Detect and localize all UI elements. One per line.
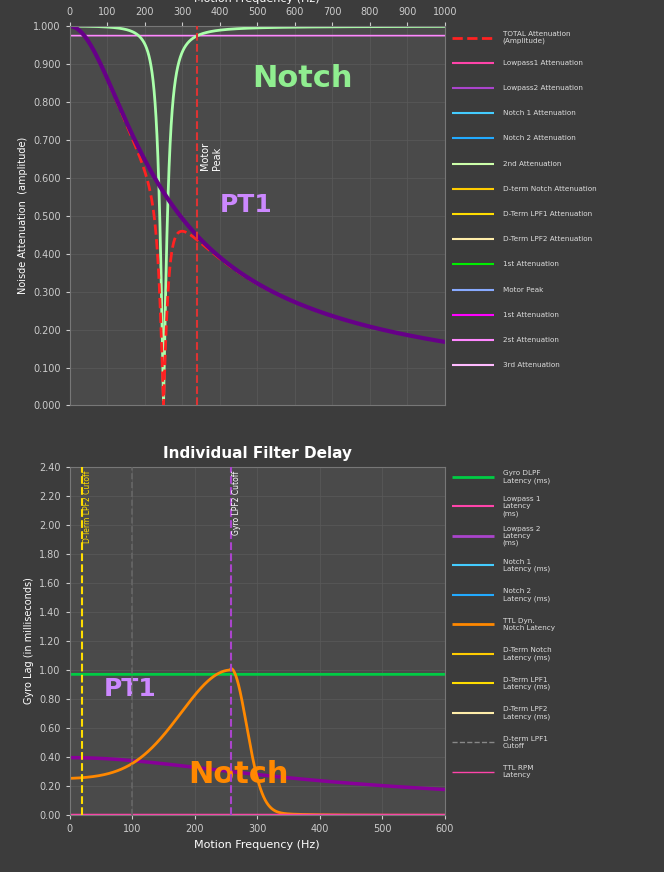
Text: PT1: PT1 xyxy=(104,678,157,701)
Text: Lowpass 1
Latency
(ms): Lowpass 1 Latency (ms) xyxy=(503,496,540,517)
Text: Lowpass 2
Latency
(ms): Lowpass 2 Latency (ms) xyxy=(503,526,540,546)
Title: Individual Filter Delay: Individual Filter Delay xyxy=(163,446,352,461)
Text: Notch 2 Attenuation: Notch 2 Attenuation xyxy=(503,135,575,141)
Text: Notch 1
Latency (ms): Notch 1 Latency (ms) xyxy=(503,559,550,572)
Text: Notch: Notch xyxy=(252,65,353,93)
Text: D-Term LPF1 Attenuation: D-Term LPF1 Attenuation xyxy=(503,211,592,217)
Text: 3rd Attenuation: 3rd Attenuation xyxy=(503,362,559,368)
Text: 2nd Attenuation: 2nd Attenuation xyxy=(503,160,561,167)
Text: Notch 1 Attenuation: Notch 1 Attenuation xyxy=(503,110,575,116)
Y-axis label: Noisde Attenuation  (amplitude): Noisde Attenuation (amplitude) xyxy=(17,137,27,295)
Text: TTL RPM
Latency: TTL RPM Latency xyxy=(503,766,533,779)
Text: D-Term Notch
Latency (ms): D-Term Notch Latency (ms) xyxy=(503,647,551,661)
Text: Notch 2
Latency (ms): Notch 2 Latency (ms) xyxy=(503,589,550,602)
Text: Lowpass2 Attenuation: Lowpass2 Attenuation xyxy=(503,85,582,91)
Text: D-Term LPF2 Attenuation: D-Term LPF2 Attenuation xyxy=(503,236,592,242)
Text: Motor
Peak: Motor Peak xyxy=(201,142,222,170)
Text: D-Term LPF2
Latency (ms): D-Term LPF2 Latency (ms) xyxy=(503,706,550,719)
Y-axis label: Gyro Lag (in milliseconds): Gyro Lag (in milliseconds) xyxy=(23,577,33,705)
Text: D-Term LPF2 Cutoff: D-Term LPF2 Cutoff xyxy=(84,471,92,543)
Text: PT1: PT1 xyxy=(220,193,272,217)
Text: TTL Dyn.
Notch Latency: TTL Dyn. Notch Latency xyxy=(503,618,554,631)
Text: Notch: Notch xyxy=(189,760,289,789)
Text: Gyro LPF2 Cutoff: Gyro LPF2 Cutoff xyxy=(232,471,241,535)
X-axis label: Motion Frequency (Hz): Motion Frequency (Hz) xyxy=(195,840,320,850)
Text: D-Term LPF1
Latency (ms): D-Term LPF1 Latency (ms) xyxy=(503,677,550,690)
Text: 1st Attenuation: 1st Attenuation xyxy=(503,311,558,317)
Text: D-term LPF1
Cutoff: D-term LPF1 Cutoff xyxy=(503,736,547,749)
Text: Lowpass1 Attenuation: Lowpass1 Attenuation xyxy=(503,60,582,65)
Text: TOTAL Attenuation
(Amplitude): TOTAL Attenuation (Amplitude) xyxy=(503,31,570,44)
Text: Motor Peak: Motor Peak xyxy=(503,287,543,292)
Text: Gyro DLPF
Latency (ms): Gyro DLPF Latency (ms) xyxy=(503,470,550,484)
X-axis label: Motion Frequency (Hz): Motion Frequency (Hz) xyxy=(195,0,320,3)
Text: 2st Attenuation: 2st Attenuation xyxy=(503,337,558,343)
Text: 1st Attenuation: 1st Attenuation xyxy=(503,262,558,268)
Text: D-term Notch Attenuation: D-term Notch Attenuation xyxy=(503,186,596,192)
